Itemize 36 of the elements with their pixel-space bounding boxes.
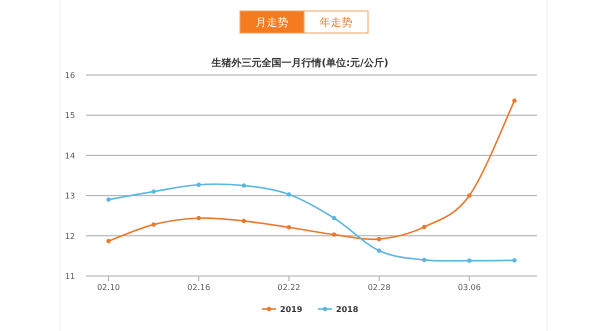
y-tick-label: 16 [64, 71, 76, 80]
point [286, 225, 292, 230]
point [512, 258, 517, 263]
point [196, 216, 201, 220]
point [467, 193, 472, 198]
point [422, 258, 426, 262]
x-tick-label: 02.28 [368, 283, 391, 292]
point [332, 216, 336, 220]
x-tick-label: 02.16 [187, 283, 210, 292]
x-tick-label: 02.10 [97, 283, 120, 292]
button: 年走势 [304, 10, 368, 34]
y-tick-label: 12 [64, 232, 76, 241]
point [196, 182, 201, 187]
point [242, 183, 246, 188]
legend-label: 2019 [280, 305, 303, 314]
point [512, 98, 517, 103]
point [106, 197, 111, 202]
point [286, 192, 292, 197]
chart-title: 生猪外三元全国一月行情(单位:元/公斤) [210, 57, 388, 69]
y-tick-label: 14 [64, 151, 76, 160]
point [106, 238, 111, 244]
y-tick-label: 13 [64, 192, 76, 201]
legend-label: 2018 [336, 305, 359, 314]
x-tick-label: 03.06 [458, 283, 481, 292]
point [467, 258, 472, 263]
y-tick-label: 15 [64, 111, 76, 120]
point [422, 224, 426, 230]
point [332, 232, 336, 237]
point [151, 189, 156, 194]
point [242, 218, 246, 224]
point [376, 248, 382, 253]
y-tick-label: 11 [64, 272, 76, 281]
x-tick-label: 02.22 [277, 283, 300, 292]
point [151, 222, 156, 227]
point [376, 236, 382, 242]
button: 月走势 [240, 10, 304, 34]
